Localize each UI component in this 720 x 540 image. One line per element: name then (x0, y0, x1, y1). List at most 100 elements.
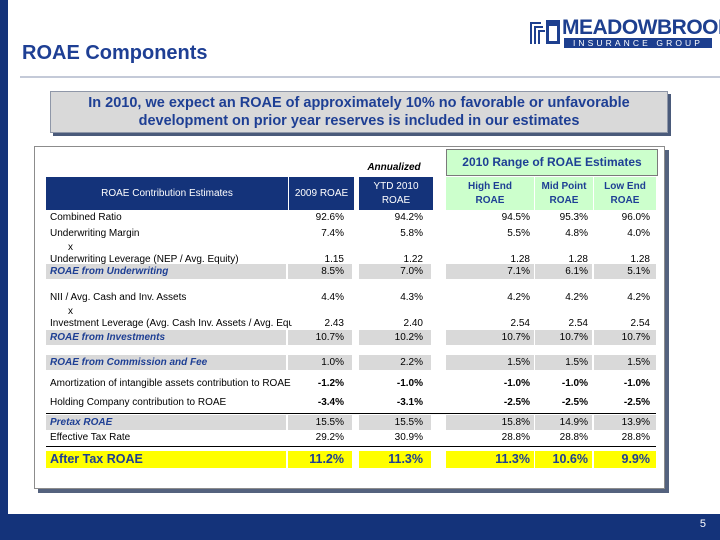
shade-low (594, 330, 656, 345)
header-high-line2: ROAE (475, 194, 505, 206)
cell-high-end-roae: 15.8% (501, 417, 530, 428)
cell-high-end-roae: 94.5% (501, 212, 530, 223)
footer-bar (0, 514, 720, 540)
cell-mid-point-roae: 1.5% (565, 357, 588, 368)
cell-2009-roae: 4.4% (321, 292, 344, 303)
cell-mid-point-roae: 1.28 (568, 254, 588, 265)
header-low-line2: ROAE (610, 194, 640, 206)
cell-2009-roae: 7.4% (321, 228, 344, 239)
row-label: NII / Avg. Cash and Inv. Assets (50, 292, 187, 303)
shade-ytd (359, 355, 431, 370)
cell-low-end-roae: -1.0% (623, 378, 650, 389)
cell-2009-roae: 2.43 (324, 318, 344, 329)
highlight-2009 (288, 451, 352, 468)
cell-ytd-2010-roae: 7.0% (400, 266, 423, 277)
row-multiply-sign: x (46, 304, 656, 319)
row-roae-from-underwriting: ROAE from Underwriting 8.5% 7.0% 7.1% 6.… (46, 264, 656, 279)
cell-mid-point-roae: 4.8% (565, 228, 588, 239)
shade-mid (535, 355, 592, 370)
row-roae-from-commission-fee: ROAE from Commission and Fee 1.0% 2.2% 1… (46, 355, 656, 370)
shade-mid (535, 415, 592, 430)
row-effective-tax-rate: Effective Tax Rate 29.2% 30.9% 28.8% 28.… (46, 430, 656, 445)
cell-ytd-2010-roae: 5.8% (400, 228, 423, 239)
shade-mid (535, 264, 592, 279)
row-label: ROAE from Underwriting (50, 266, 169, 277)
left-accent-bar (0, 0, 8, 540)
cell-ytd-2010-roae: 11.3% (388, 452, 423, 466)
shade-2009 (288, 355, 352, 370)
title-divider (20, 76, 720, 78)
cell-mid-point-roae: 4.2% (565, 292, 588, 303)
cell-2009-roae: 1.15 (324, 254, 344, 265)
logo-mark-icon (530, 20, 560, 44)
logo-tagline: INSURANCE GROUP (564, 38, 712, 48)
cell-high-end-roae: 11.3% (495, 452, 530, 466)
row-label: ROAE from Commission and Fee (50, 357, 208, 368)
divider-rule (46, 413, 656, 414)
cell-low-end-roae: 2.54 (630, 318, 650, 329)
shade-high (446, 330, 534, 345)
cell-2009-roae: 29.2% (315, 432, 344, 443)
cell-ytd-2010-roae: 30.9% (394, 432, 423, 443)
multiply-sign: x (68, 242, 73, 253)
header-ytd-line2: ROAE (381, 194, 411, 206)
row-investment-leverage: Investment Leverage (Avg. Cash Inv. Asse… (46, 316, 656, 331)
shade-low (594, 264, 656, 279)
cell-ytd-2010-roae: 2.2% (400, 357, 423, 368)
cell-2009-roae: 11.2% (309, 452, 344, 466)
highlight-low (594, 451, 656, 468)
cell-low-end-roae: 28.8% (621, 432, 650, 443)
header-high-end-roae: High End ROAE (446, 177, 534, 210)
cell-2009-roae: 1.0% (321, 357, 344, 368)
cell-2009-roae: -1.2% (317, 378, 344, 389)
cell-high-end-roae: 1.28 (510, 254, 530, 265)
highlight-ytd (359, 451, 431, 468)
cell-mid-point-roae: -1.0% (561, 378, 588, 389)
cell-mid-point-roae: 2.54 (568, 318, 588, 329)
cell-high-end-roae: 5.5% (507, 228, 530, 239)
header-ytd-line1: YTD 2010 (373, 180, 419, 192)
cell-ytd-2010-roae: 1.22 (403, 254, 423, 265)
cell-mid-point-roae: 28.8% (559, 432, 588, 443)
shade-ytd (359, 415, 431, 430)
divider-rule (46, 446, 656, 447)
cell-high-end-roae: 1.5% (507, 357, 530, 368)
row-label: Holding Company contribution to ROAE (50, 397, 227, 408)
shade-ytd (359, 330, 431, 345)
row-nii-avg-cash: NII / Avg. Cash and Inv. Assets 4.4% 4.3… (46, 290, 656, 305)
shade-high (446, 355, 534, 370)
cell-low-end-roae: 9.9% (621, 452, 651, 466)
logo-name: MEADOWBROOK (562, 16, 720, 39)
row-after-tax-roae: After Tax ROAE 11.2% 11.3% 11.3% 10.6% 9… (46, 451, 656, 468)
header-high-line1: High End (468, 180, 512, 192)
header-low-end-roae: Low End ROAE (594, 177, 656, 210)
cell-low-end-roae: 96.0% (621, 212, 650, 223)
header-ytd-2010-roae: YTD 2010 ROAE (359, 177, 433, 210)
cell-high-end-roae: 2.54 (510, 318, 530, 329)
cell-high-end-roae: 10.7% (501, 332, 530, 343)
header-label-text: ROAE Contribution Estimates (101, 187, 233, 199)
cell-ytd-2010-roae: 10.2% (394, 332, 423, 343)
cell-mid-point-roae: 10.7% (559, 332, 588, 343)
row-label: Underwriting Margin (50, 228, 140, 239)
range-estimates-header: 2010 Range of ROAE Estimates (446, 149, 658, 176)
row-amortization-intangibles: Amortization of intangible assets contri… (46, 376, 656, 391)
cell-mid-point-roae: 6.1% (565, 266, 588, 277)
header-label-cell: ROAE Contribution Estimates (46, 177, 288, 210)
cell-low-end-roae: 4.0% (627, 228, 650, 239)
row-label: Underwriting Leverage (NEP / Avg. Equity… (50, 254, 239, 265)
row-label: After Tax ROAE (50, 452, 143, 466)
cell-2009-roae: 92.6% (315, 212, 344, 223)
cell-ytd-2010-roae: 94.2% (394, 212, 423, 223)
row-label: ROAE from Investments (50, 332, 166, 343)
callout-text: In 2010, we expect an ROAE of approximat… (88, 95, 630, 129)
cell-low-end-roae: 5.1% (627, 266, 650, 277)
cell-ytd-2010-roae: 2.40 (403, 318, 423, 329)
cell-high-end-roae: 4.2% (507, 292, 530, 303)
cell-high-end-roae: 7.1% (507, 266, 530, 277)
cell-ytd-2010-roae: -1.0% (396, 378, 423, 389)
cell-high-end-roae: -2.5% (503, 397, 530, 408)
shade-2009 (288, 415, 352, 430)
shade-high (446, 415, 534, 430)
